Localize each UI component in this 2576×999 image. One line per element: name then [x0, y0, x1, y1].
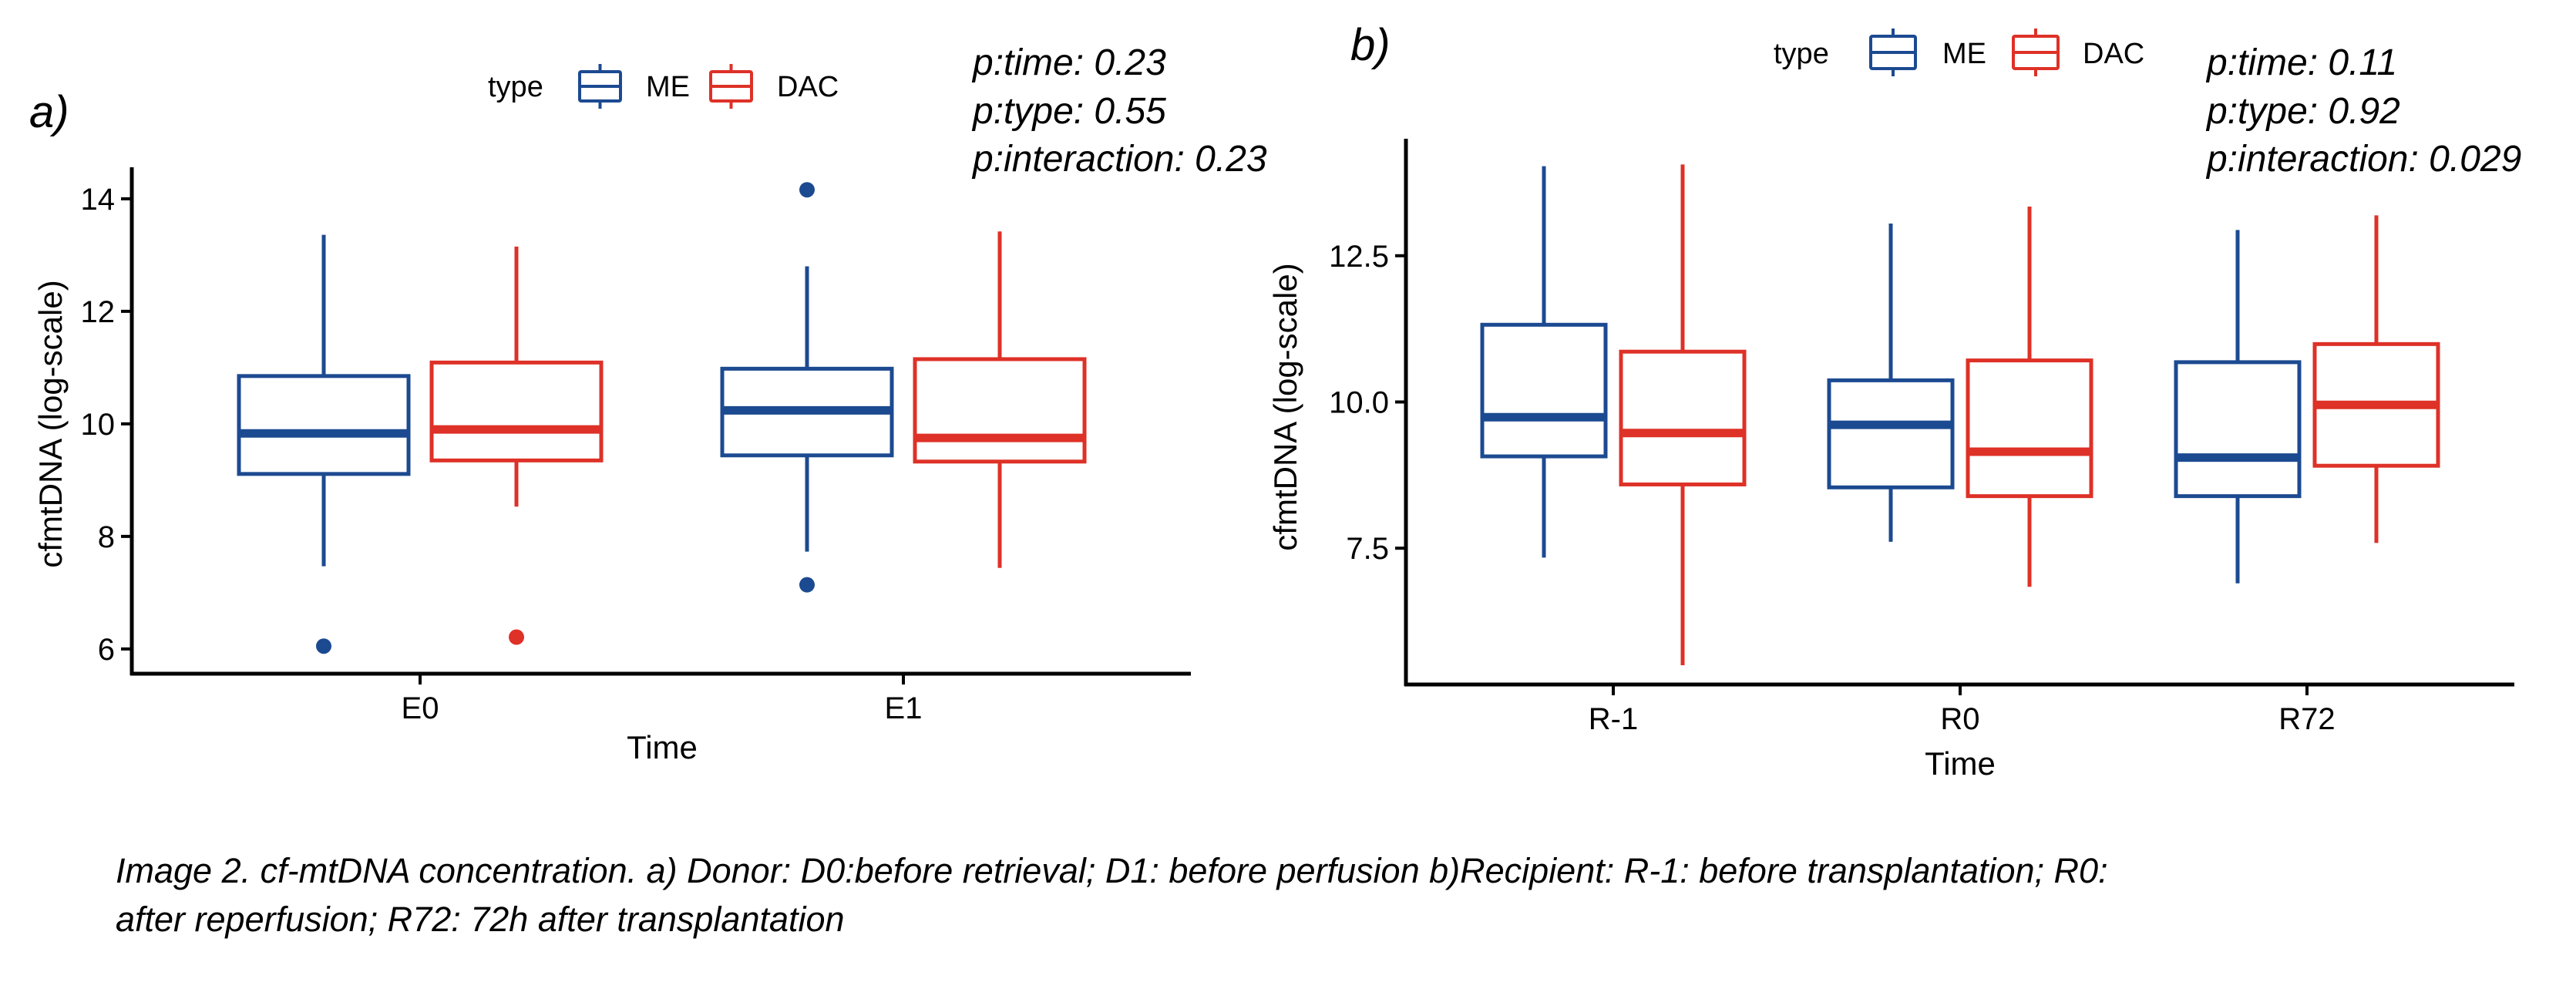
- x-axis-title: Time: [1925, 745, 1996, 782]
- box-iqr: [2174, 360, 2302, 499]
- y-tick-label: 6: [98, 633, 115, 667]
- outlier-point: [316, 638, 331, 654]
- box-dac-r0: [1966, 207, 2093, 587]
- legend-title: type: [488, 71, 543, 103]
- x-axis-title: Time: [627, 729, 698, 765]
- panel-a-plot-area: 6 8 10 12 14 E0 E1: [81, 167, 1191, 725]
- box-dac-e0: [429, 246, 604, 645]
- y-tick-label: 12.5: [1329, 240, 1389, 274]
- box-iqr: [1480, 322, 1608, 459]
- legend-label-dac: DAC: [2083, 38, 2144, 70]
- panel-a-pvalues: p:time: 0.23 p:type: 0.55 p:interaction:…: [971, 42, 1267, 180]
- caption-line-1: Image 2. cf-mtDNA concentration. a) Dono…: [116, 851, 2108, 890]
- panel-a-donor: a) type ME DAC p:time: 0.23 p:type: 0.55…: [29, 42, 1267, 765]
- box-iqr: [429, 360, 604, 462]
- panel-b-recipient: b) type ME DAC p:time: 0.11 p:type: 0.92…: [1267, 20, 2521, 782]
- box-iqr: [237, 374, 411, 476]
- x-tick-label: R-1: [1589, 702, 1638, 736]
- y-axis-title: cfmtDNA (log-scale): [1267, 263, 1303, 550]
- y-tick-label: 7.5: [1346, 532, 1389, 566]
- x-tick-label: E1: [885, 691, 923, 725]
- box-dac-r-1: [1619, 164, 1747, 665]
- panel-b-pvalues: p:time: 0.11 p:type: 0.92 p:interaction:…: [2205, 42, 2521, 180]
- legend-key-dac-icon: [709, 64, 753, 109]
- x-tick-label: R72: [2278, 702, 2335, 736]
- panel-a-legend: type ME DAC: [488, 64, 839, 109]
- legend-label-me: ME: [646, 71, 690, 103]
- x-tick-label: R0: [1940, 702, 1979, 736]
- y-tick-label: 10: [81, 408, 116, 442]
- pvalue-time: p:time: 0.23: [971, 42, 1166, 83]
- outlier-point: [509, 629, 524, 645]
- panel-b-legend: type ME DAC: [1774, 29, 2144, 76]
- caption-line-2: after reperfusion; R72: 72h after transp…: [116, 900, 845, 939]
- box-iqr: [1827, 378, 1955, 489]
- box-me-r72: [2174, 230, 2302, 584]
- y-tick-label: 14: [81, 183, 116, 217]
- pvalue-type: p:type: 0.55: [971, 91, 1166, 132]
- box-me-r0: [1827, 224, 1955, 542]
- y-tick-label: 12: [81, 295, 116, 329]
- box-iqr: [913, 357, 1087, 464]
- pvalue-interaction: p:interaction: 0.23: [971, 139, 1267, 180]
- y-tick-label: 8: [98, 520, 115, 554]
- figure-caption: Image 2. cf-mtDNA concentration. a) Dono…: [116, 846, 2505, 944]
- outlier-point: [799, 182, 815, 198]
- legend-key-me-icon: [1869, 29, 1917, 76]
- y-tick-label: 10.0: [1329, 385, 1389, 419]
- box-me-e0: [237, 234, 411, 654]
- box-me-r-1: [1480, 166, 1608, 558]
- legend-key-me-icon: [578, 64, 622, 109]
- pvalue-interaction: p:interaction: 0.029: [2205, 139, 2521, 180]
- x-tick-label: E0: [402, 691, 439, 725]
- box-dac-e1: [913, 231, 1087, 568]
- legend-title: type: [1774, 38, 1829, 70]
- box-iqr: [1966, 358, 2093, 499]
- pvalue-type: p:type: 0.92: [2205, 91, 2400, 132]
- legend-key-dac-icon: [2012, 29, 2060, 76]
- pvalue-time: p:time: 0.11: [2205, 42, 2397, 83]
- box-iqr: [1619, 349, 1747, 486]
- panel-b-label: b): [1350, 20, 1391, 70]
- box-dac-r72: [2312, 215, 2440, 543]
- y-axis-title: cfmtDNA (log-scale): [32, 280, 69, 567]
- box-me-e1: [720, 182, 894, 593]
- outlier-point: [799, 577, 815, 593]
- legend-label-me: ME: [1942, 38, 1986, 70]
- legend-label-dac: DAC: [777, 71, 839, 103]
- panel-a-label: a): [29, 87, 69, 137]
- panel-b-plot-area: 7.5 10.0 12.5 R-1 R0 R72: [1329, 139, 2514, 736]
